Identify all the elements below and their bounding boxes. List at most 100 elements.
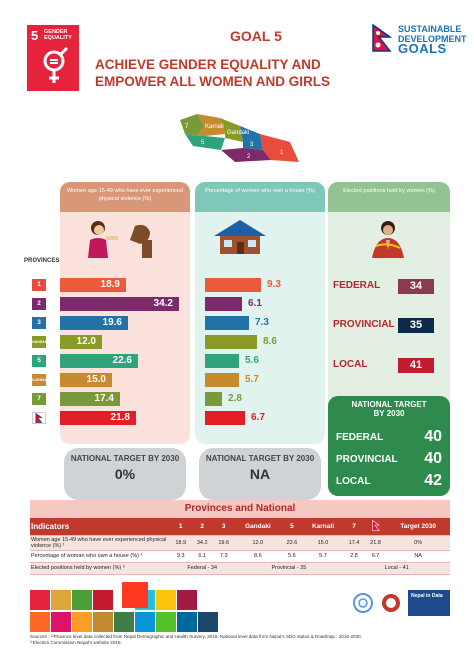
npc-logo-icon	[382, 594, 400, 612]
elected-target-federal-value: 40	[424, 428, 442, 445]
house-value: 9.3	[267, 279, 281, 290]
map-label-5: 5	[201, 140, 205, 146]
violence-column-header: Women age 15-49 who have ever experience…	[60, 182, 190, 212]
province-badge: 5	[32, 355, 46, 367]
nepal-flag-icon	[372, 24, 392, 52]
violence-bar: 12.0	[60, 335, 102, 349]
footer-logos: Nepal in Data	[352, 590, 452, 620]
table-cell: 7.3	[212, 550, 235, 563]
table-cell: Provincial - 35	[234, 562, 344, 575]
table-cell: 9.3	[170, 550, 192, 563]
nepal-in-data-logo: Nepal in Data	[408, 590, 450, 616]
sdg-logo: SUSTAINABLE DEVELOPMENT GOALS	[398, 24, 467, 56]
house-bar	[205, 392, 222, 406]
violence-bar: 15.0	[60, 373, 112, 387]
house-target-value: NA	[249, 466, 271, 482]
woman-defending-icon	[88, 221, 152, 258]
sdg-goal-tile	[93, 590, 113, 610]
elected-target-provincial-label: PROVINCIAL	[336, 454, 398, 465]
table-header-cell: Target 2030	[386, 518, 450, 536]
elected-target-local-value: 42	[424, 472, 442, 489]
province-badge	[32, 412, 46, 424]
sdg-goal-tile	[30, 612, 50, 632]
province-badge: KARNALI	[32, 374, 48, 386]
sdg-goal-tile	[177, 590, 197, 610]
sdg-logo-line3: GOALS	[398, 41, 447, 56]
map-label-1: 1	[280, 150, 284, 156]
house-target-title: NATIONAL TARGET BY 2030	[205, 454, 315, 463]
house-bar	[205, 354, 239, 368]
gender-equality-icon	[43, 47, 69, 83]
table-title: Provinces and National	[30, 500, 450, 518]
map-label-7: 7	[185, 124, 189, 130]
violence-bar: 17.4	[60, 392, 120, 406]
map-label-karnali: Karnali	[205, 124, 224, 130]
sdg-goal-tile	[198, 612, 218, 632]
sources-line2: ³ Election Commission Nepal's website 20…	[30, 640, 122, 645]
house-value: 5.7	[245, 374, 259, 385]
table-header-cell: 2	[191, 518, 213, 536]
province-badge: 2	[32, 298, 46, 310]
house-value: 6.7	[251, 412, 265, 423]
house-bar	[205, 411, 245, 425]
elected-target-provincial: PROVINCIAL 40	[336, 450, 442, 467]
table-cell: 15.0	[302, 535, 344, 551]
house-bar	[205, 278, 261, 292]
elected-target-card: NATIONAL TARGET BY 2030 FEDERAL 40 PROVI…	[328, 396, 450, 496]
sdg-goal-tile	[156, 612, 176, 632]
table-cell: Women age 15-49 who have ever experience…	[30, 535, 170, 551]
house-bar	[205, 335, 257, 349]
namaste-woman-icon	[372, 221, 404, 258]
sdg-goal-tile	[177, 612, 197, 632]
sdg-goal-tile	[51, 590, 71, 610]
sdg-goal-tile	[51, 612, 71, 632]
province-badge: 1	[32, 279, 46, 291]
table-cell: Elected positions held by women (%) ³	[30, 562, 170, 575]
sdg-goal-tile	[30, 590, 50, 610]
sdg5-label: GENDER EQUALITY	[44, 29, 72, 41]
sources-line1: Sources : ¹²Province level data collecte…	[30, 634, 362, 639]
violence-bar: 22.6	[60, 354, 138, 368]
sdg-logo-line1: SUSTAINABLE	[398, 24, 462, 34]
house-value: 7.3	[255, 317, 269, 328]
table-header-row: Indicators 1 2 3 Gandaki 5 Karnali 7 Tar…	[30, 518, 450, 536]
elected-target-title: NATIONAL TARGET BY 2030	[351, 400, 427, 418]
table-cell: 17.4	[343, 535, 365, 551]
violence-target-card: NATIONAL TARGET BY 2030 0%	[64, 448, 186, 500]
violence-bar: 19.6	[60, 316, 128, 330]
violence-bar: 18.9	[60, 278, 126, 292]
nepal-flag-icon	[371, 519, 380, 531]
elected-value: 41	[398, 358, 434, 373]
table-cell: Percentage of woman who own a house (%) …	[30, 550, 170, 563]
un-logo-icon	[353, 593, 373, 613]
sdg-goal-tile	[72, 590, 92, 610]
table-cell: 5.7	[302, 550, 344, 563]
elected-label: PROVINCIAL	[333, 319, 395, 330]
table-header-flag-cell	[364, 518, 387, 536]
sdg5-number: 5	[31, 28, 39, 43]
sdg5-tile: 5 GENDER EQUALITY	[27, 25, 79, 91]
house-value: 5.6	[245, 355, 259, 366]
table-header-cell: Gandaki	[234, 518, 282, 536]
map-label-gandaki: Gandaki	[227, 130, 249, 136]
elected-value: 35	[398, 318, 434, 333]
table-header-cell: 7	[343, 518, 365, 536]
table-cell: 18.9	[170, 535, 192, 551]
elected-label: LOCAL	[333, 359, 368, 370]
violence-bar: 21.8	[60, 411, 136, 425]
table-header-cell: Karnali	[302, 518, 344, 536]
elected-target-federal-label: FEDERAL	[336, 432, 384, 443]
sdg-goal-tile	[135, 612, 155, 632]
table-row: Women age 15-49 who have ever experience…	[30, 535, 450, 551]
nepal-province-map: Karnali Gandaki 5 3 2 1 7	[180, 114, 299, 162]
provinces-label: PROVINCES	[24, 258, 60, 264]
elected-column-header: Elected positions held by women (%)	[328, 182, 450, 212]
sdg-goal-tile	[156, 590, 176, 610]
table-cell: 8.6	[234, 550, 282, 563]
house-value: 6.1	[248, 298, 262, 309]
table-cell: 2.8	[343, 550, 365, 563]
table-cell: Federal - 34	[170, 562, 235, 575]
table-cell: 22.6	[281, 535, 303, 551]
elected-target-provincial-value: 40	[424, 450, 442, 467]
table-cell: NA	[386, 550, 450, 563]
